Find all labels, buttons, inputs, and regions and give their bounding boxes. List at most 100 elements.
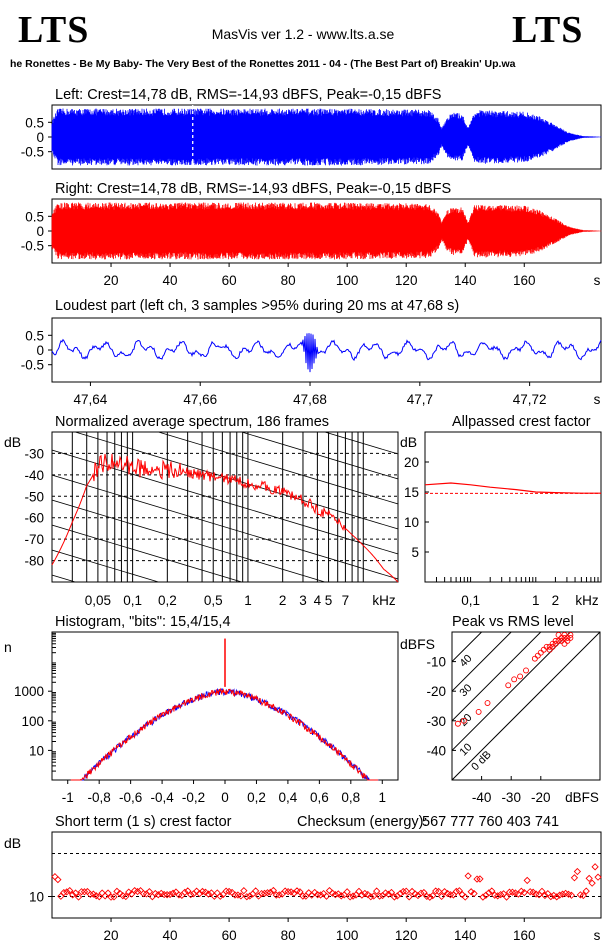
loudest-xtick-label: 47,7 (407, 392, 433, 407)
shortcrest-point (437, 892, 446, 901)
left-ytick-label: 0.5 (25, 115, 44, 130)
shortcrest-point (154, 891, 162, 899)
shortcrest-point (455, 887, 463, 895)
shortcrest-point (420, 888, 428, 897)
peakrms-xtick-label: -40 (472, 790, 492, 805)
shortcrest-point (346, 893, 354, 901)
shortcrest-point (260, 889, 269, 897)
shortcrest-point (414, 891, 422, 900)
shortcrest-point (529, 888, 537, 896)
shortcrest-point (553, 893, 561, 901)
shortcrest-xtick-label: 100 (336, 928, 359, 943)
peakrms-ytick-label: -20 (426, 684, 446, 699)
peakrms-point (549, 643, 556, 650)
peakrms-ytick-label: -10 (426, 655, 446, 670)
lts-logo-left: LTS (18, 9, 90, 51)
loudest-waveform (51, 333, 602, 373)
crest-xtick-label: 0,1 (461, 593, 480, 608)
shortcrest-point (157, 889, 165, 897)
left-ytick-label: 0 (36, 130, 44, 145)
peakrms-diagonal-label: 10 (457, 741, 474, 758)
loudest-title: Loudest part (left ch, 3 samples >95% du… (55, 298, 459, 314)
peakrms-point (558, 637, 565, 644)
crest-xtick-label: 1 (532, 593, 540, 608)
histogram-left-curve (71, 687, 379, 781)
shortcrest-point (588, 879, 596, 887)
shortcrest-point (187, 891, 195, 899)
shortcrest-point (384, 890, 393, 898)
histogram-xtick-label: -0,2 (182, 790, 205, 805)
shortcrest-xtick-label: 20 (104, 928, 119, 943)
right-xtick-label: 60 (222, 273, 237, 288)
loudest-ytick-label: 0 (36, 343, 44, 358)
shortcrest-point (101, 892, 109, 900)
peakrms-point (523, 667, 529, 674)
shortcrest-point (169, 889, 177, 897)
shortcrest-point (426, 893, 434, 901)
shortcrest-point (166, 890, 174, 899)
shortcrest-point (222, 887, 230, 895)
crest-xtick-label: 2 (552, 593, 560, 608)
shortcrest-point (322, 892, 331, 900)
spectrum-ytick-label: -30 (24, 446, 44, 461)
shortcrest-point (502, 893, 511, 901)
spectrum-slope-line (157, 432, 398, 505)
peakrms-point (549, 640, 556, 647)
shortcrest-point (570, 874, 579, 882)
shortcrest-point (499, 890, 508, 898)
shortcrest-point (440, 888, 449, 896)
shortcrest-point (104, 889, 112, 897)
shortcrest-point (116, 889, 124, 898)
shortcrest-point (314, 891, 322, 899)
spectrum-ytick-label: -80 (24, 554, 44, 569)
shortcrest-point (517, 887, 525, 895)
peakrms-point (484, 700, 491, 706)
spectrum-slope-line (0, 632, 458, 772)
peakrms-point (567, 632, 574, 638)
shortcrest-xtick-label: 80 (281, 928, 296, 943)
shortcrest-point (523, 876, 531, 885)
spectrum-xtick-label: 2 (279, 593, 287, 608)
shortcrest-point (446, 891, 455, 899)
peakrms-point (475, 708, 482, 715)
shortcrest-point (74, 893, 83, 901)
peakrms-point (564, 637, 571, 644)
loudest-ytick-label: -0.5 (21, 358, 44, 373)
shortcrest-point (464, 872, 472, 880)
histogram-xtick-label: 0,6 (310, 790, 329, 805)
spectrum-xtick-label: 0,05 (85, 593, 111, 608)
shortcrest-point (181, 888, 189, 896)
shortcrest-point (396, 889, 404, 898)
peakrms-point (546, 646, 553, 653)
left-ytick-label: -0.5 (21, 145, 44, 160)
shortcrest-point (204, 890, 213, 898)
shortcrest-point (290, 889, 298, 897)
shortcrest-point (299, 892, 307, 900)
peakrms-point (537, 649, 544, 656)
spectrum-slope-line (52, 549, 160, 582)
shortcrest-point (216, 892, 224, 900)
shortcrest-point (367, 893, 375, 901)
right-xtick-label: 40 (163, 273, 178, 288)
shortcrest-point (231, 891, 239, 899)
spectrum-slope-line (240, 432, 398, 480)
spectrum-title: Normalized average spectrum, 186 frames (55, 414, 329, 430)
right-xtick-label: 160 (513, 273, 536, 288)
shortcrest-point (184, 887, 192, 895)
shortcrest-point (151, 889, 159, 898)
peakrms-point (546, 643, 553, 650)
histogram-ytick-label: 1000 (14, 684, 44, 699)
shortcrest-point (511, 889, 520, 897)
shortcrest-point (110, 893, 118, 901)
peakrms-point (567, 634, 574, 641)
shortcrest-point (579, 891, 587, 900)
peakrms-point (561, 632, 568, 638)
peakrms-xlabel: dBFS (565, 790, 599, 805)
crest-ytick-label: 5 (411, 545, 419, 560)
loudest-xtick-label: 47,68 (293, 392, 327, 407)
peakrms-point (561, 634, 568, 641)
histogram-right-curve (70, 687, 379, 781)
spectrum-ylabel: dB (4, 434, 21, 450)
right-ytick-label: 0.5 (25, 209, 44, 224)
shortcrest-point (355, 887, 363, 896)
